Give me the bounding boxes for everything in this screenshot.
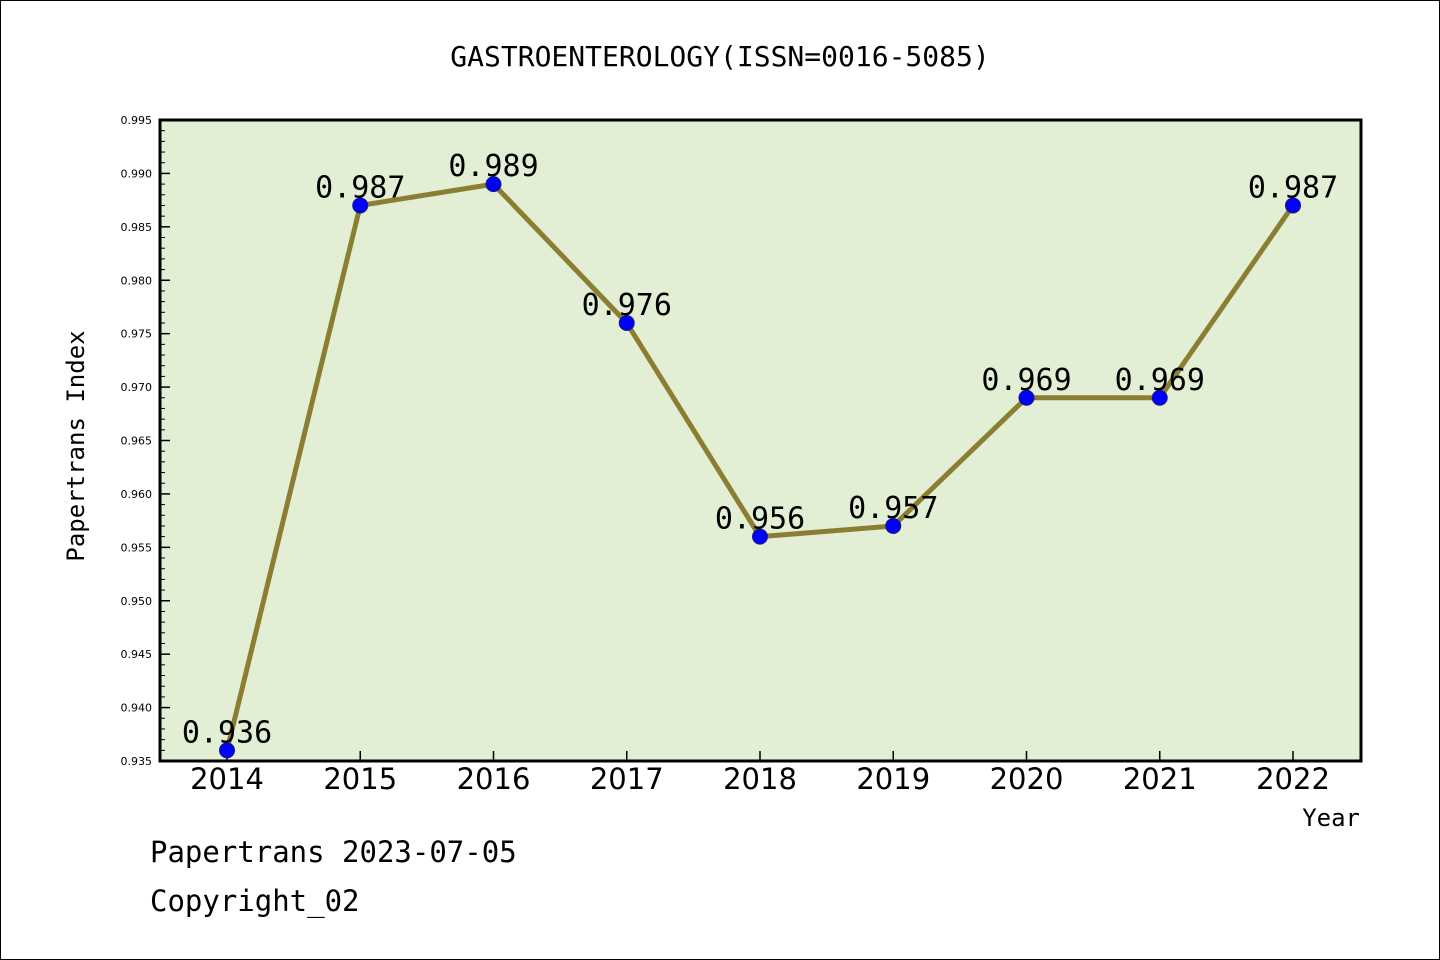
y-tick-label: 0.935 [121,755,153,768]
footer-date: Papertrans 2023-07-05 [150,835,517,869]
y-tick-label: 0.950 [121,595,153,608]
plot-area [158,118,1363,763]
y-tick-label: 0.980 [121,274,153,287]
y-tick-label: 0.970 [121,381,153,394]
data-point-marker [1018,389,1035,406]
data-label: 0.989 [448,149,538,184]
y-tick-label: 0.955 [121,541,153,554]
data-point-marker [1285,197,1301,214]
y-tick-label: 0.995 [121,114,153,127]
data-label: 0.957 [848,491,938,526]
y-axis-ticks [160,119,170,762]
x-axis-label: Year [1302,804,1360,832]
y-tick-label: 0.975 [121,328,153,341]
footer-copyright: Copyright_02 [150,884,360,918]
data-point-marker [618,314,635,331]
series-markers [219,176,1301,759]
y-tick-label: 0.945 [121,648,153,661]
x-tick-label: 2022 [1256,762,1330,796]
data-labels: 0.936 0.987 0.989 0.976 0.956 0.957 0.969 0.969… [182,149,1338,750]
y-tick-label: 0.985 [121,221,153,234]
data-point-marker [1151,389,1168,406]
data-label: 0.956 [715,502,805,537]
x-tick-label: 2015 [323,762,397,796]
data-point-marker [485,176,502,193]
data-label: 0.969 [1115,363,1205,398]
data-point-marker [885,517,902,534]
y-tick-label: 0.990 [121,167,153,180]
data-point-marker [219,742,235,759]
x-axis-tick-labels: 2014 2015 2016 2017 2018 2019 2020 2021 2022 [190,762,1330,796]
data-point-marker [752,528,768,545]
x-tick-label: 2020 [990,762,1064,796]
x-tick-label: 2014 [190,762,264,796]
y-axis-label: Papertrans Index [62,330,90,561]
x-tick-label: 2021 [1123,762,1197,796]
y-axis-tick-labels: 0.935 0.940 0.945 0.950 0.955 0.960 0.965 0.970… [121,114,153,768]
y-tick-label: 0.965 [121,435,153,448]
x-tick-label: 2016 [457,762,531,796]
chart-title: GASTROENTEROLOGY(ISSN=0016-5085) [450,40,989,73]
data-label: 0.969 [981,363,1071,398]
data-label: 0.936 [182,715,272,750]
x-axis-ticks [226,751,1294,761]
y-tick-label: 0.940 [121,702,153,715]
x-tick-label: 2017 [590,762,664,796]
data-label: 0.987 [1248,170,1338,205]
x-tick-label: 2019 [856,762,930,796]
x-tick-label: 2018 [723,762,797,796]
data-label: 0.976 [582,288,672,323]
data-label: 0.987 [315,170,405,205]
data-point-marker [352,197,369,214]
y-tick-label: 0.960 [121,488,153,501]
